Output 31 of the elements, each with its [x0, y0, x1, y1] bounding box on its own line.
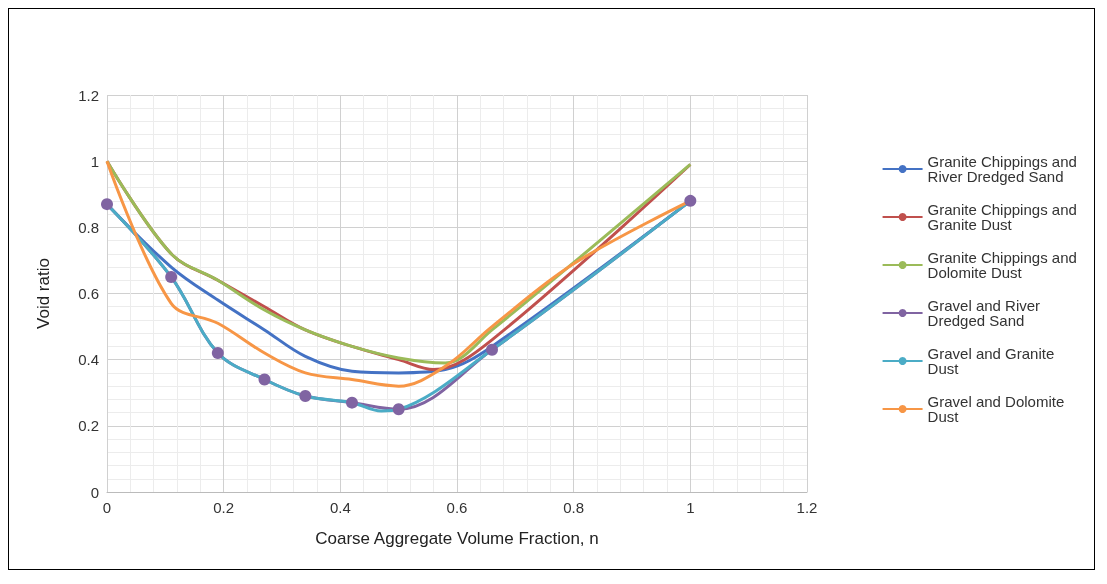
- legend-label: Granite Chippings and Dolomite Dust: [927, 249, 1082, 281]
- x-tick-label: 0.6: [446, 499, 468, 516]
- legend-label: Gravel and Granite Dust: [927, 345, 1059, 377]
- point: [486, 343, 498, 356]
- x-tick-label: 0: [102, 499, 112, 516]
- y-tick-label: 1: [90, 152, 99, 170]
- x-tick-label: 0.8: [563, 499, 585, 516]
- x-axis-title: Coarse Aggregate Volume Fraction, n: [315, 529, 599, 548]
- x-tick-label: 0.4: [329, 499, 351, 516]
- legend-label: Granite Chippings and Granite Dust: [927, 201, 1082, 233]
- y-tick-label: 0.6: [78, 285, 99, 302]
- point: [392, 403, 405, 416]
- point: [165, 270, 178, 283]
- point: [211, 347, 224, 360]
- x-tick-label: 0.2: [213, 499, 235, 516]
- x-tick-label: 1: [686, 499, 695, 516]
- x-tick-label: 1.2: [796, 499, 818, 516]
- point: [684, 194, 697, 207]
- point: [258, 373, 271, 386]
- legend-label: Gravel and Dolomite Dust: [927, 393, 1069, 425]
- point: [346, 396, 358, 409]
- point: [299, 390, 312, 403]
- y-tick-label: 1.2: [78, 86, 99, 104]
- y-tick-label: 0.4: [78, 351, 99, 369]
- y-tick-label: 0: [90, 483, 99, 501]
- y-tick-label: 0.8: [78, 218, 99, 236]
- legend-label: Granite Chippings and River Dredged Sand: [927, 153, 1082, 185]
- y-axis-title: Void ratio: [34, 258, 53, 329]
- y-tick-label: 0.2: [78, 417, 99, 435]
- legend-label: Gravel and River Dredged Sand: [927, 297, 1045, 329]
- point: [101, 198, 113, 211]
